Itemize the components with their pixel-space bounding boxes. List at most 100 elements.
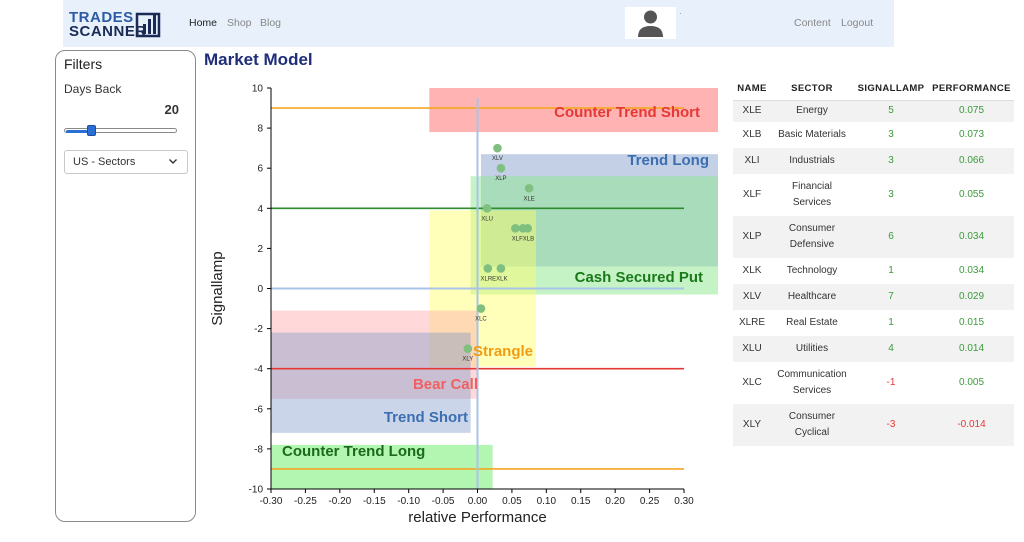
x-tick-label: -0.10 [397, 496, 420, 507]
region-4 [271, 310, 478, 399]
col-header-performance[interactable]: PERFORMANCE [929, 78, 1014, 101]
table-row: XLC Communication Services -1 0.005 [733, 362, 1014, 404]
data-point [511, 224, 520, 233]
cell-sector: Consumer Defensive [771, 216, 853, 258]
x-tick-label: -0.30 [260, 496, 283, 507]
cell-name: XLB [733, 122, 771, 148]
cell-signallamp: -3 [853, 404, 929, 446]
cell-sector: Energy [771, 100, 853, 122]
cell-name: XLV [733, 284, 771, 310]
data-point [524, 183, 534, 193]
filters-title: Filters [64, 56, 103, 72]
x-tick-label: 0.05 [502, 496, 522, 507]
table-row: XLF Financial Services 3 0.055 [733, 174, 1014, 216]
point-label: XLE [523, 196, 534, 202]
table-row: XLV Healthcare 7 0.029 [733, 284, 1014, 310]
region-label: Counter Trend Short [554, 104, 700, 121]
y-tick-label: 0 [257, 284, 263, 295]
col-header-sector[interactable]: SECTOR [771, 78, 853, 101]
table-row: XLK Technology 1 0.034 [733, 258, 1014, 284]
cell-sector: Healthcare [771, 284, 853, 310]
y-tick-label: -10 [249, 485, 264, 496]
y-tick-label: 6 [257, 164, 263, 175]
days-back-label: Days Back [64, 82, 122, 96]
point-label: XLP [495, 176, 506, 182]
table-row: XLY Consumer Cyclical -3 -0.014 [733, 404, 1014, 446]
cell-performance: 0.055 [929, 174, 1014, 216]
cell-performance: 0.015 [929, 310, 1014, 336]
nav-dot: · [679, 8, 682, 18]
y-tick-label: 2 [257, 244, 263, 255]
cell-signallamp: -1 [853, 362, 929, 404]
y-axis-label: Signallamp [209, 251, 226, 325]
cell-name: XLP [733, 216, 771, 258]
x-tick-label: -0.20 [328, 496, 351, 507]
cell-performance: 0.073 [929, 122, 1014, 148]
x-tick-label: -0.15 [363, 496, 386, 507]
point-label: XLC [475, 317, 487, 323]
nav-logout-link[interactable]: Logout [841, 17, 874, 29]
data-point [496, 264, 506, 273]
nav-home-link[interactable]: Home [189, 17, 218, 29]
cell-name: XLU [733, 336, 771, 362]
nav-content-link[interactable]: Content [794, 17, 831, 29]
cell-name: XLRE [733, 310, 771, 336]
y-tick-label: 10 [252, 84, 264, 95]
point-label: XLY [462, 357, 473, 363]
region-label: Trend Short [384, 409, 468, 426]
region-label: Trend Long [627, 152, 709, 169]
cell-sector: Industrials [771, 148, 853, 174]
cell-sector: Communication Services [771, 362, 853, 404]
nav-shop-link[interactable]: Shop [227, 17, 252, 29]
cell-signallamp: 1 [853, 258, 929, 284]
slider-thumb[interactable] [86, 125, 96, 136]
col-header-name[interactable]: NAME [733, 78, 771, 101]
days-back-slider[interactable] [64, 125, 177, 136]
market-model-chart: Counter Trend Short Trend Long Cash Secure… [209, 84, 718, 526]
y-tick-label: 8 [257, 124, 263, 135]
point-label: XLV [492, 156, 503, 162]
navbar: TRADES SCANNER Home Shop Blog · Content … [63, 0, 894, 47]
point-label: XLU [481, 216, 493, 222]
sector-table: NAME SECTOR SIGNALLAMP PERFORMANCE XLE En… [733, 78, 1014, 446]
cell-name: XLI [733, 148, 771, 174]
table-row: XLP Consumer Defensive 6 0.034 [733, 216, 1014, 258]
cell-performance: 0.034 [929, 216, 1014, 258]
x-tick-label: 0.20 [605, 496, 625, 507]
x-tick-label: 0.00 [468, 496, 488, 507]
data-point [496, 163, 506, 173]
cell-performance: 0.014 [929, 336, 1014, 362]
cell-sector: Technology [771, 258, 853, 284]
data-point [476, 304, 486, 313]
cell-signallamp: 3 [853, 148, 929, 174]
region-6 [271, 444, 493, 489]
cell-performance: -0.014 [929, 404, 1014, 446]
x-tick-label: 0.10 [537, 496, 557, 507]
x-tick-label: -0.25 [294, 496, 317, 507]
col-header-signallamp[interactable]: SIGNALLAMP [853, 78, 929, 101]
cell-performance: 0.075 [929, 100, 1014, 122]
table-row: XLRE Real Estate 1 0.015 [733, 310, 1014, 336]
logo[interactable]: TRADES SCANNER [69, 10, 169, 40]
region-2 [470, 176, 718, 295]
avatar[interactable] [625, 7, 676, 39]
region-label: Cash Secured Put [575, 269, 703, 286]
region-label: Counter Trend Long [282, 443, 425, 460]
cell-name: XLC [733, 362, 771, 404]
cell-sector: Real Estate [771, 310, 853, 336]
market-select[interactable]: US - Sectors [64, 150, 188, 174]
y-tick-label: -2 [254, 324, 263, 335]
region-5 [271, 332, 471, 433]
cell-sector: Utilities [771, 336, 853, 362]
table-row: XLE Energy 5 0.075 [733, 100, 1014, 122]
nav-blog-link[interactable]: Blog [260, 17, 282, 29]
x-tick-label: 0.30 [674, 496, 694, 507]
chevron-down-icon [169, 159, 177, 164]
cell-signallamp: 3 [853, 174, 929, 216]
point-label: XLREXLK [481, 276, 508, 282]
cell-sector: Basic Materials [771, 122, 853, 148]
data-point [483, 264, 493, 273]
x-tick-label: 0.15 [571, 496, 591, 507]
user-icon [638, 10, 663, 37]
cell-name: XLY [733, 404, 771, 446]
